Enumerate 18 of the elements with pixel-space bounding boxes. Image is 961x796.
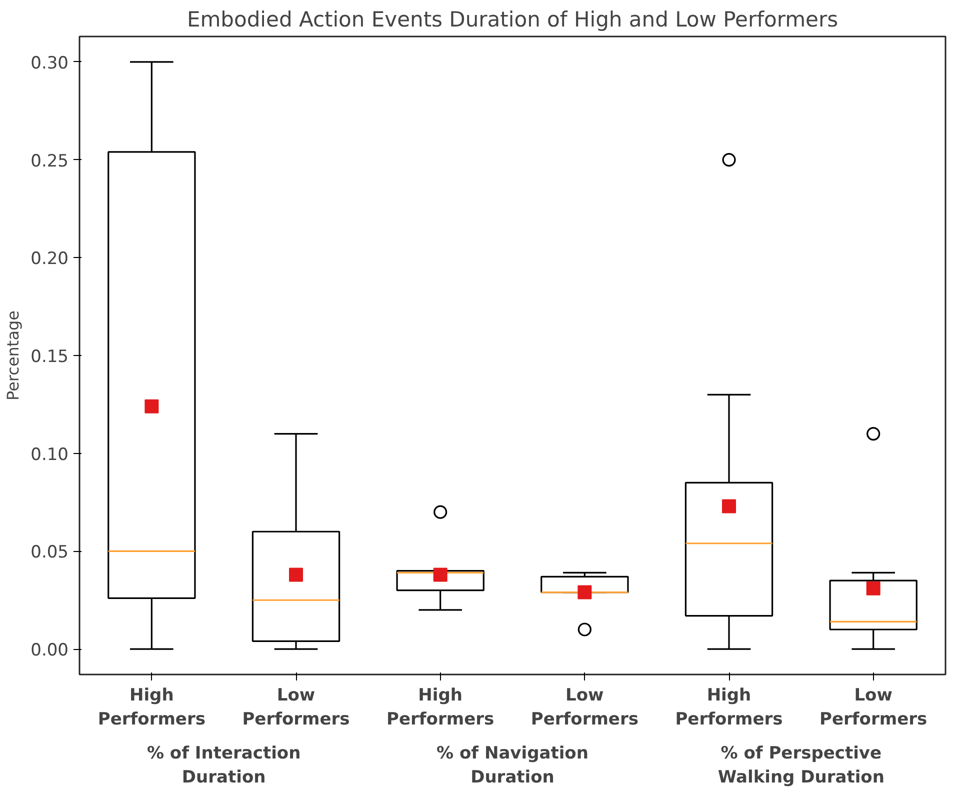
- x-tick-label: High Performers: [675, 686, 783, 730]
- x-tick-label: Low Performers: [242, 686, 350, 730]
- text: % of Interaction Duration: [146, 744, 301, 788]
- y-axis-title: Percentage: [4, 310, 23, 401]
- y-tick-label: 0.30: [30, 53, 69, 74]
- x-tick-label: High Performers: [386, 686, 494, 730]
- text: % of Navigation Duration: [436, 744, 588, 788]
- x-tick-label: Low Performers: [820, 686, 928, 730]
- x-tick-label: High Performers: [98, 686, 206, 730]
- chart-title: Embodied Action Events Duration of High and Low Performers: [186, 8, 838, 32]
- x-tick-label: Low Performers: [530, 686, 638, 730]
- y-tick-label: 0.00: [30, 640, 69, 661]
- y-tick-label: 0.15: [30, 347, 69, 367]
- y-tick-label: 0.05: [30, 542, 69, 563]
- y-tick-label: 0.10: [30, 444, 69, 465]
- y-tick-label: 0.20: [30, 249, 69, 270]
- text: % of Perspective Walking Duration: [718, 744, 884, 788]
- y-tick-label: 0.25: [30, 151, 69, 172]
